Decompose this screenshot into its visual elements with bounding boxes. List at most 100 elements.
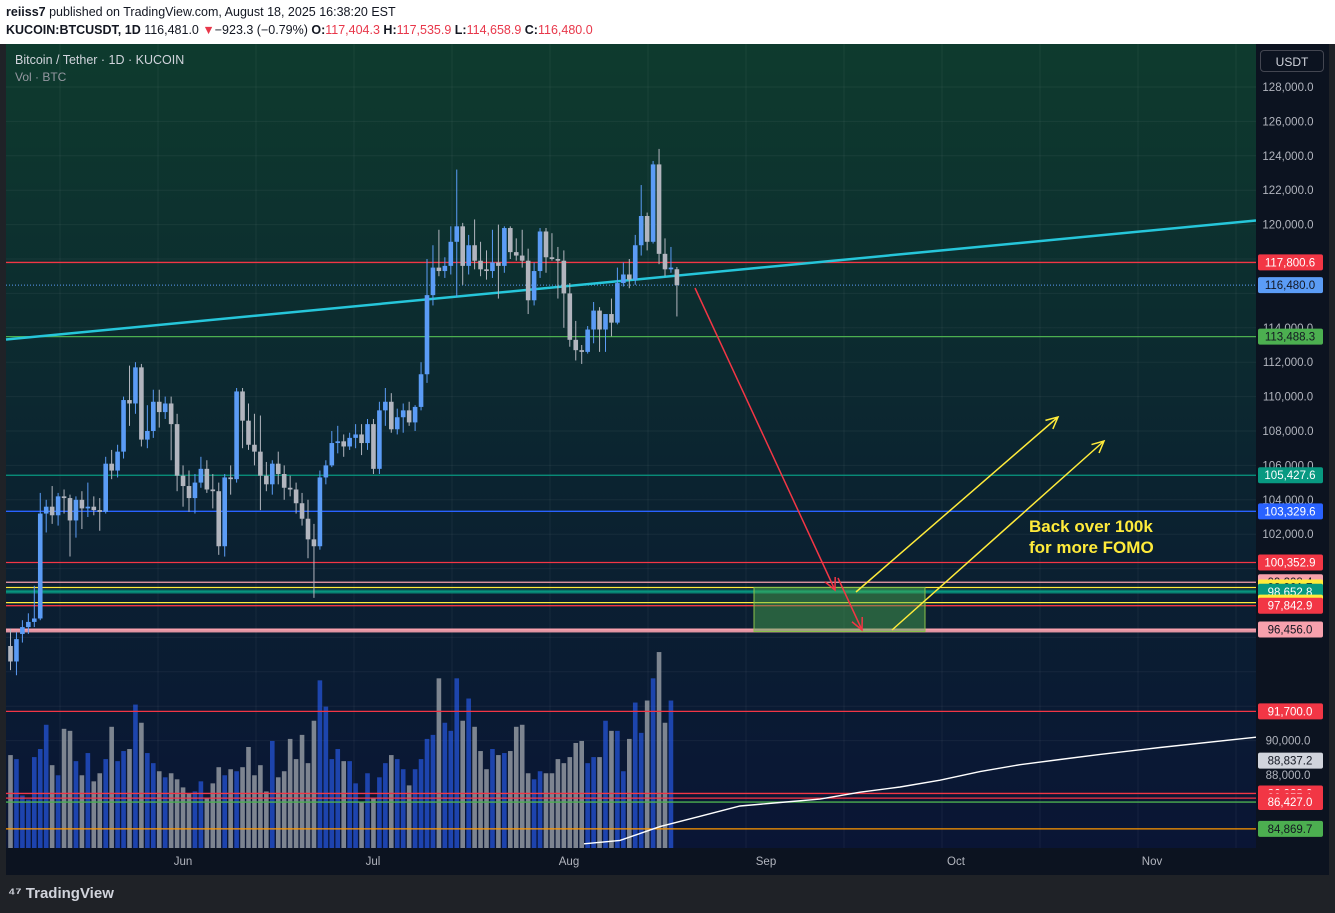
volume-bar: [383, 763, 388, 848]
candle-body: [502, 228, 507, 266]
candle-body: [49, 506, 55, 516]
yellow-up-arrow-2-head: [1091, 439, 1106, 454]
volume-bar: [234, 771, 239, 848]
candle-body: [484, 269, 489, 272]
red-down-arrow-2-head: [851, 616, 863, 632]
candle-body: [430, 267, 436, 296]
price-label-text: 84,869.7: [1268, 824, 1313, 836]
price-label-box: [1258, 554, 1323, 571]
publisher-name[interactable]: reiiss7: [6, 5, 46, 19]
volume-bar: [305, 763, 311, 848]
volume-bar: [406, 785, 412, 848]
candle-body: [436, 267, 442, 272]
volume-bar: [91, 781, 97, 848]
candle-body: [365, 424, 370, 444]
volume-bar: [43, 724, 49, 848]
candle-body: [323, 465, 329, 478]
x-tick-label: Jun: [174, 856, 193, 868]
volume-bar: [252, 775, 257, 848]
candle-body: [394, 417, 400, 430]
candle-body: [162, 403, 168, 413]
candle-body: [127, 400, 132, 404]
volume-bar: [347, 761, 352, 848]
candle-body: [335, 441, 341, 444]
published-info: published on TradingView.com, August 18,…: [45, 5, 396, 19]
candle-body: [133, 367, 138, 404]
currency-button[interactable]: USDT: [1260, 50, 1324, 72]
price-label-box: [1258, 467, 1323, 484]
ascending-trendline: [5, 219, 1257, 341]
candle-body: [644, 216, 650, 242]
candle-body: [632, 245, 638, 280]
volume-bar: [162, 777, 168, 848]
volume-bar: [621, 771, 626, 848]
chart-title: Bitcoin / Tether · 1D · KUCOIN: [15, 53, 185, 67]
candle-body: [26, 621, 31, 628]
volume-bar: [97, 773, 103, 848]
candle-body: [496, 262, 501, 266]
price-label-box: [1258, 752, 1323, 769]
low-label: L:: [454, 23, 467, 37]
volume-bar: [14, 759, 19, 848]
y-tick-label: 112,000.0: [1263, 357, 1313, 369]
candle-body: [347, 437, 352, 447]
fomo-annotation: Back over 100k for more FOMO: [1029, 516, 1154, 558]
candle-body: [32, 618, 37, 622]
volume-bar: [513, 726, 519, 848]
x-tick-label: Jul: [366, 856, 381, 868]
candle-body: [490, 262, 495, 272]
down-arrow-icon: ▼: [202, 23, 215, 37]
volume-bar: [478, 751, 483, 848]
tradingview-logo[interactable]: ⁴⁷ TradingView: [8, 885, 114, 902]
price-label-box: [1258, 703, 1323, 720]
volume-bar: [186, 793, 192, 848]
volume-bar: [644, 700, 650, 848]
candle-body: [424, 295, 430, 375]
volume-bar: [192, 791, 198, 848]
yellow-up-arrow-1: [855, 416, 1059, 593]
high-value: 117,535.9: [396, 23, 452, 37]
volume-bar: [61, 728, 67, 848]
y-tick-label: 126,000.0: [1262, 116, 1313, 128]
volume-bar: [561, 763, 567, 848]
candle-body: [299, 503, 305, 519]
volume-bar: [448, 730, 454, 848]
volume-bar: [436, 678, 442, 848]
price-label-text: 91,700.0: [1268, 706, 1313, 718]
candle-body: [240, 391, 245, 421]
last-price: 116,481.0: [144, 23, 199, 37]
annotation-line-2: for more FOMO: [1029, 538, 1154, 557]
price-label-text: 116,480.0: [1265, 280, 1315, 292]
volume-bar: [204, 797, 210, 848]
y-tick-label: 122,000.0: [1262, 185, 1313, 197]
price-label-text: 117,800.6: [1265, 257, 1315, 269]
candle-body: [650, 164, 656, 242]
volume-bar: [668, 700, 674, 848]
candle-body: [258, 451, 263, 476]
volume-bar: [656, 652, 662, 848]
candle-body: [371, 424, 376, 469]
price-label-text: 113,488.3: [1265, 332, 1315, 344]
volume-bar: [371, 797, 376, 848]
volume-bar: [603, 720, 608, 848]
volume-bar: [359, 801, 364, 848]
volume-bar: [216, 767, 222, 848]
candle-body: [603, 314, 608, 330]
candle-body: [198, 468, 204, 483]
volume-bar: [484, 769, 489, 848]
candle-body: [222, 477, 227, 547]
candle-body: [412, 406, 418, 423]
candle-body: [573, 339, 579, 351]
x-tick-label: Nov: [1142, 856, 1163, 868]
close-value: 116,480.0: [537, 23, 593, 37]
candle-body: [103, 463, 108, 512]
volume-bar: [109, 726, 114, 848]
price-label-text: 103,329.6: [1264, 506, 1315, 518]
candle-body: [537, 231, 543, 272]
volume-bar: [472, 726, 477, 848]
candle-body: [216, 491, 222, 547]
candle-body: [67, 498, 73, 521]
candle-body: [531, 271, 537, 301]
candle-body: [609, 314, 614, 323]
